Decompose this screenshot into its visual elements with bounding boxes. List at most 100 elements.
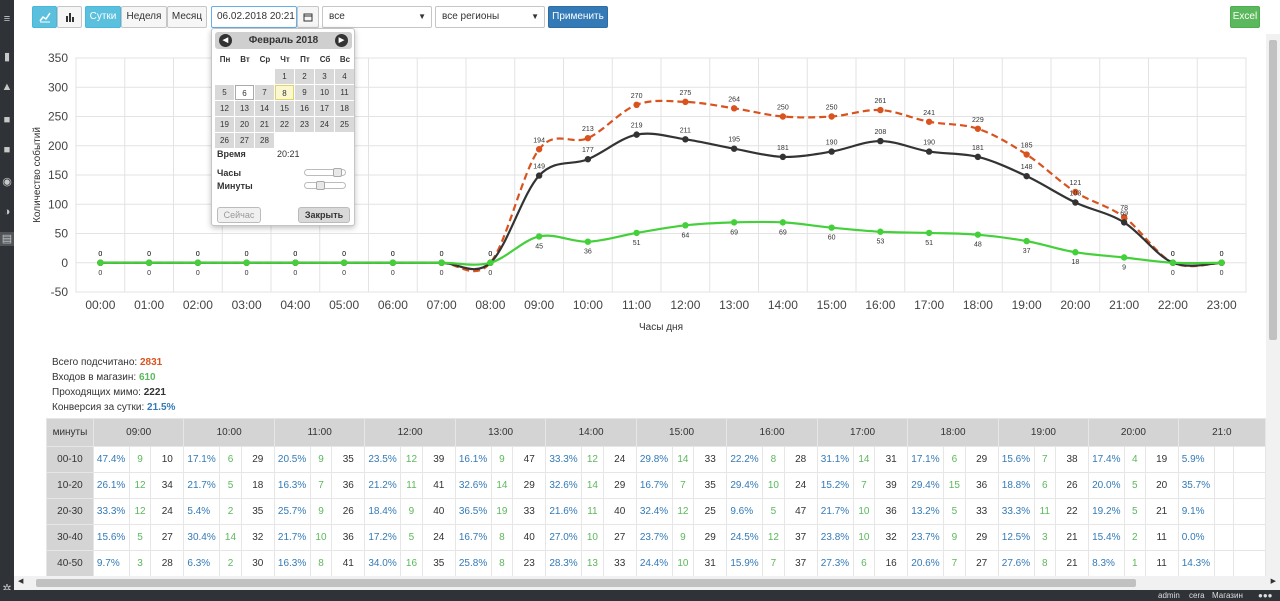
horizontal-scrollbar-thumb[interactable] [36, 579, 1136, 587]
minutes-slider-handle[interactable] [315, 181, 325, 190]
passers-cell: 35 [240, 498, 275, 525]
camera-icon[interactable]: ■ [3, 114, 11, 126]
gauge-icon[interactable]: ◑ [3, 206, 11, 218]
category-select[interactable]: все ▼ [322, 6, 432, 28]
data-label-entries: 64 [681, 232, 689, 239]
calendar-day[interactable]: 28 [255, 133, 274, 148]
entries-cell: 9 [943, 524, 966, 551]
more-icon[interactable]: ●●● [1258, 591, 1273, 600]
vertical-scrollbar-thumb[interactable] [1269, 40, 1277, 340]
data-label-entries: 0 [196, 270, 200, 277]
data-point-entries [1169, 259, 1177, 266]
empty-day [335, 133, 354, 148]
calendar-day[interactable]: 11 [335, 85, 354, 100]
calendar-day[interactable]: 14 [255, 101, 274, 116]
passers-cell: 24 [421, 524, 456, 551]
bar-chart-icon[interactable] [57, 6, 82, 28]
excel-button[interactable]: Excel [1230, 6, 1260, 28]
data-point-entries [974, 231, 982, 238]
tab-week[interactable]: Неделя [121, 6, 167, 28]
calendar-day[interactable]: 23 [295, 117, 314, 132]
row-label: 10-20 [46, 472, 94, 499]
tab-day[interactable]: Сутки [85, 6, 121, 28]
calendar-day[interactable]: 7 [255, 85, 274, 100]
data-point-passers [828, 113, 835, 120]
entries-cell: 5 [219, 472, 242, 499]
minutes-slider[interactable] [304, 182, 346, 189]
data-label-total: 0 [196, 251, 200, 258]
calendar-day[interactable]: 18 [335, 101, 354, 116]
conversion-cell: 15.6% [997, 446, 1035, 473]
region-select[interactable]: все регионы ▼ [435, 6, 545, 28]
calendar-day[interactable]: 21 [255, 117, 274, 132]
entries-cell [1213, 446, 1235, 473]
conversion-cell: 25.7% [273, 498, 311, 525]
scroll-right-icon[interactable]: ▶ [1270, 578, 1276, 585]
conversion-cell: 17.2% [364, 524, 402, 551]
eye-icon[interactable]: ◉ [2, 176, 12, 188]
tab-month[interactable]: Месяц [167, 6, 207, 28]
report-icon[interactable]: ▤ [0, 232, 14, 246]
next-month-icon[interactable]: ▶ [335, 34, 348, 47]
calendar-day[interactable]: 19 [215, 117, 234, 132]
entries-cell: 9 [309, 498, 333, 525]
gear-icon[interactable]: ✲ [2, 583, 12, 595]
calendar-day[interactable]: 3 [315, 69, 334, 84]
passers-cell: 35 [693, 472, 728, 499]
hours-slider[interactable] [304, 169, 346, 176]
calendar-icon[interactable] [297, 6, 319, 28]
entries-cell: 16 [400, 550, 423, 576]
calendar-day[interactable]: 26 [215, 133, 234, 148]
horizontal-scrollbar[interactable]: ◀ ▶ [14, 576, 1280, 590]
conversion-cell: 0.0% [1177, 524, 1215, 551]
conversion-cell: 23.7% [907, 524, 945, 551]
menu-icon[interactable]: ≡ [3, 13, 11, 25]
close-button[interactable]: Закрыть [298, 207, 350, 223]
hours-slider-handle[interactable] [332, 168, 342, 177]
stats-icon[interactable]: ▮ [3, 51, 11, 63]
calendar-day[interactable]: 24 [315, 117, 334, 132]
video-icon[interactable]: ■ [3, 144, 11, 156]
entries-cell: 10 [852, 498, 876, 525]
calendar-day[interactable]: 25 [335, 117, 354, 132]
calendar-day[interactable]: 20 [235, 117, 254, 132]
row-label: 20-30 [46, 498, 94, 525]
table-hour-header: 21:0 [1177, 418, 1266, 447]
calendar-day[interactable]: 15 [275, 101, 294, 116]
alert-icon[interactable]: ▲ [1, 81, 13, 93]
vertical-scrollbar[interactable] [1266, 34, 1280, 576]
entries-cell: 14 [852, 446, 876, 473]
data-label-total: 0 [342, 251, 346, 258]
calendar-day[interactable]: 5 [215, 85, 234, 100]
data-label-passers: 229 [972, 117, 984, 124]
entries-cell: 10 [762, 472, 785, 499]
data-point-entries [633, 229, 640, 237]
calendar-day[interactable]: 8 [275, 85, 294, 100]
calendar-day[interactable]: 12 [215, 101, 234, 116]
calendar-day[interactable]: 2 [295, 69, 314, 84]
calendar-day[interactable]: 6 [235, 85, 254, 100]
calendar-day[interactable]: 10 [315, 85, 334, 100]
now-button[interactable]: Сейчас [217, 207, 261, 223]
calendar-day[interactable]: 17 [315, 101, 334, 116]
calendar-day[interactable]: 22 [275, 117, 294, 132]
table-hour-header: 14:00 [545, 418, 637, 447]
calendar-day[interactable]: 4 [335, 69, 354, 84]
calendar-day[interactable]: 27 [235, 133, 254, 148]
calendar-day[interactable]: 13 [235, 101, 254, 116]
data-point-passers [1120, 213, 1128, 221]
entries-cell: 7 [1033, 446, 1056, 473]
calendar-day[interactable]: 1 [275, 69, 294, 84]
data-point-total [1072, 199, 1079, 206]
prev-month-icon[interactable]: ◀ [219, 34, 232, 47]
apply-button[interactable]: Применить [548, 6, 608, 28]
line-chart-icon[interactable] [32, 6, 57, 28]
calendar-day[interactable]: 16 [295, 101, 314, 116]
calendar-day[interactable]: 9 [295, 85, 314, 100]
passers-cell: 38 [1054, 446, 1090, 473]
scroll-left-icon[interactable]: ◀ [18, 578, 24, 585]
conversion-cell: 9.7% [92, 550, 130, 576]
date-input[interactable]: 06.02.2018 20:21 [211, 6, 297, 28]
passers-cell: 32 [240, 524, 275, 551]
